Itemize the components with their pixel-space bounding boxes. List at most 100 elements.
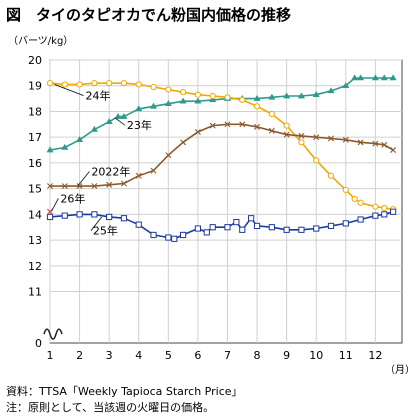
data-point <box>357 216 364 223</box>
label-leader-line <box>77 171 90 186</box>
data-point <box>91 183 98 190</box>
data-point <box>313 134 320 141</box>
series-label: 2022年 <box>91 164 130 178</box>
data-point <box>372 203 379 210</box>
data-point <box>224 121 231 128</box>
data-point <box>389 74 397 81</box>
data-point <box>239 121 246 128</box>
data-point <box>106 213 113 221</box>
data-point <box>390 208 397 215</box>
data-point <box>164 100 172 107</box>
data-point <box>165 152 172 159</box>
data-point <box>342 220 349 227</box>
data-point <box>61 143 69 150</box>
data-point <box>224 224 231 231</box>
x-tick-label: 8 <box>254 349 261 362</box>
series-labels: 24年 23年 2022年 26年 25年 <box>51 84 152 238</box>
x-tick-label: 11 <box>339 349 353 362</box>
data-point <box>61 183 68 190</box>
series-2022年 <box>47 121 397 190</box>
data-point <box>135 105 143 112</box>
data-point <box>283 131 290 138</box>
source-note: 資料：TTSA「Weekly Tapioca Starch Price」 <box>6 384 243 398</box>
y-tick-label: 11 <box>28 286 42 299</box>
x-axis-unit: （月） <box>385 364 415 376</box>
data-point <box>342 136 349 143</box>
x-tick-label: 1 <box>47 349 54 362</box>
x-tick-label: 12 <box>368 349 382 362</box>
data-point <box>105 118 113 125</box>
data-point <box>135 81 142 88</box>
data-point <box>342 186 349 194</box>
data-point <box>342 82 350 89</box>
data-point <box>91 80 98 87</box>
data-point <box>268 127 275 134</box>
x-tick-label: 3 <box>106 349 113 362</box>
data-point <box>328 135 334 142</box>
data-point <box>351 195 358 203</box>
data-point <box>135 221 142 228</box>
data-point <box>372 212 379 219</box>
data-point <box>120 80 128 87</box>
data-point <box>149 102 158 109</box>
data-point <box>180 231 187 239</box>
data-point <box>91 211 98 218</box>
data-point <box>390 147 397 154</box>
data-point <box>180 139 187 146</box>
data-point <box>283 226 290 233</box>
data-point <box>120 113 128 119</box>
x-tick-label: 4 <box>135 349 142 362</box>
data-point <box>194 129 201 136</box>
label-leader-line <box>114 117 126 126</box>
data-point <box>46 146 54 153</box>
data-point <box>150 83 157 91</box>
data-point <box>90 125 98 132</box>
data-point <box>106 181 113 188</box>
data-point <box>268 93 276 100</box>
data-point <box>248 215 255 222</box>
data-point <box>312 91 320 98</box>
data-point <box>253 222 261 230</box>
series-label: 24年 <box>85 89 110 103</box>
data-point <box>239 96 246 103</box>
label-leader-line <box>54 84 84 97</box>
data-point <box>268 110 275 118</box>
data-point <box>180 89 187 96</box>
data-point <box>297 92 305 99</box>
data-point <box>239 226 246 233</box>
data-point <box>120 180 127 187</box>
chart-title: 図 タイのタピオカでん粉国内価格の推移 <box>6 6 291 24</box>
data-point <box>165 86 172 93</box>
data-point <box>327 172 335 179</box>
data-point <box>209 92 216 100</box>
x-tick-label: 7 <box>224 349 231 362</box>
y-tick-label: 20 <box>28 54 42 67</box>
data-point <box>76 81 83 88</box>
data-point <box>165 234 172 241</box>
data-point <box>203 229 210 236</box>
label-leader-line <box>90 216 103 231</box>
data-point <box>381 141 388 148</box>
data-point <box>357 139 364 146</box>
y-tick-label: 0 <box>35 337 42 350</box>
data-point <box>298 132 305 139</box>
data-point <box>209 122 216 129</box>
data-point <box>224 94 231 101</box>
y-tick-labels: 0 11 12 13 14 15 16 17 18 19 20 <box>28 54 42 350</box>
data-point <box>327 222 335 230</box>
series-layer <box>46 74 397 242</box>
data-point <box>171 235 178 242</box>
data-point <box>357 74 365 81</box>
y-tick-label: 19 <box>28 80 42 93</box>
data-point <box>120 215 128 222</box>
y-tick-label: 16 <box>28 157 42 170</box>
data-point <box>194 225 201 232</box>
series-label: 25年 <box>93 224 118 238</box>
x-tick-label: 10 <box>309 349 323 362</box>
data-point <box>381 204 388 212</box>
data-point <box>114 113 122 119</box>
x-tick-label: 2 <box>76 349 83 362</box>
data-point <box>61 212 68 219</box>
y-tick-label: 12 <box>28 260 42 273</box>
